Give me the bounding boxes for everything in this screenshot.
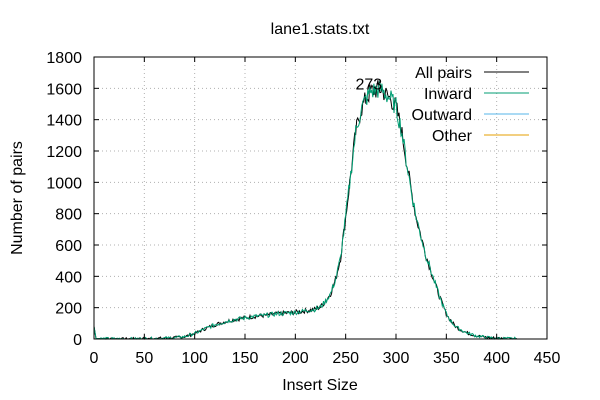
y-tick-label: 1000 <box>46 175 82 192</box>
x-tick-label: 200 <box>282 350 309 367</box>
legend-label: All pairs <box>415 65 472 82</box>
legend: All pairs Inward Outward Other <box>412 65 529 145</box>
series-line-inward <box>93 80 517 340</box>
x-tick-label: 300 <box>383 350 410 367</box>
y-tick-label: 1600 <box>46 81 82 98</box>
y-tick-label: 600 <box>55 238 82 255</box>
x-tick-label: 350 <box>433 350 460 367</box>
legend-label: Inward <box>424 86 472 103</box>
x-tick-label: 250 <box>332 350 359 367</box>
legend-label: Outward <box>412 107 472 124</box>
y-tick-label: 200 <box>55 301 82 318</box>
y-tick-label: 1200 <box>46 144 82 161</box>
x-tick-label: 400 <box>483 350 510 367</box>
series-line-all-pairs <box>93 80 517 340</box>
x-axis-label: Insert Size <box>282 377 358 394</box>
x-tick-label: 0 <box>90 350 99 367</box>
legend-label: Other <box>432 128 473 145</box>
plot-frame <box>93 56 548 340</box>
x-tick-label: 450 <box>534 350 561 367</box>
y-tick-label: 0 <box>73 332 82 349</box>
chart-title: lane1.stats.txt <box>271 21 370 38</box>
y-tick-label: 1800 <box>46 50 82 67</box>
x-tick-label: 50 <box>135 350 153 367</box>
y-tick-label: 1400 <box>46 113 82 130</box>
y-tick-label: 800 <box>55 207 82 224</box>
axis-ticks: 0 50 100 150 200 250 300 350 400 450 0 200 400 600 800… <box>46 50 560 367</box>
peak-annotation: 273 <box>355 76 382 93</box>
x-tick-label: 100 <box>181 350 208 367</box>
y-tick-label: 400 <box>55 269 82 286</box>
y-axis-label: Number of pairs <box>9 141 26 255</box>
x-tick-label: 150 <box>232 350 259 367</box>
